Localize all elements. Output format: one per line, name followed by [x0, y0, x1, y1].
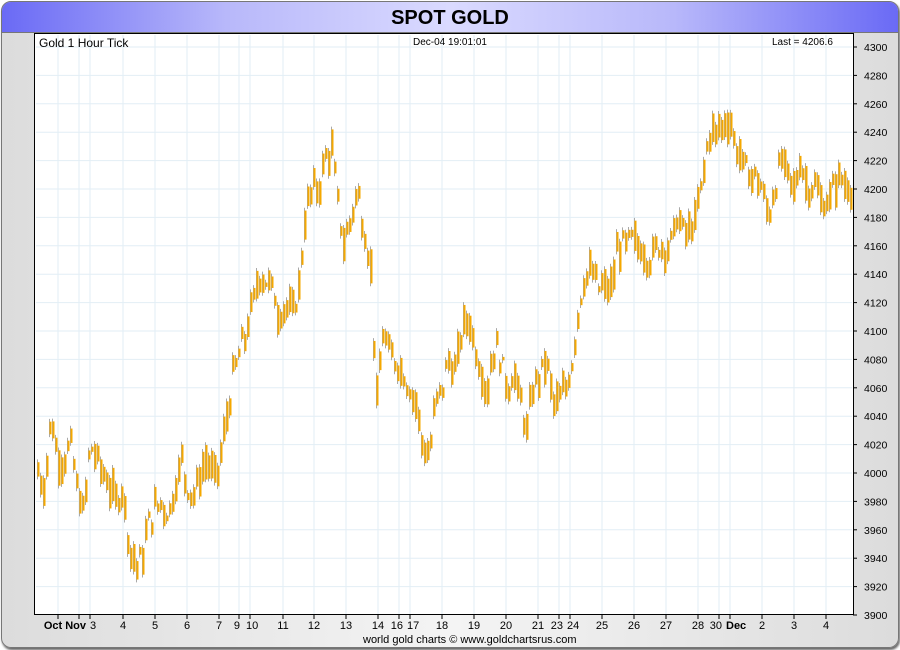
y-tick-label: 4240 — [864, 127, 888, 139]
y-tick-label: 3920 — [864, 582, 888, 594]
y-tick-label: 4140 — [864, 269, 888, 281]
x-tick-label: 21 — [532, 620, 544, 632]
y-tick-label: 4160 — [864, 241, 888, 253]
x-tick-label: 7 — [216, 620, 222, 632]
x-tick-label: 4 — [823, 620, 829, 632]
x-tick-label: Nov — [65, 620, 87, 632]
x-tick-label: 3 — [791, 620, 797, 632]
x-tick-label: 5 — [152, 620, 158, 632]
y-tick-label: 4180 — [864, 212, 888, 224]
x-tick-label: Oct — [44, 620, 63, 632]
y-tick-label: 3960 — [864, 525, 888, 537]
y-tick-label: 4020 — [864, 440, 888, 452]
x-tick-label: 4 — [120, 620, 126, 632]
y-tick-label: 4220 — [864, 156, 888, 168]
y-tick-label: 4300 — [864, 42, 888, 54]
y-tick-label: 3900 — [864, 610, 888, 622]
chart-title: SPOT GOLD — [2, 2, 898, 33]
x-tick-label: 23 — [551, 620, 563, 632]
x-tick-label: 11 — [277, 620, 288, 632]
x-tick-label: 12 — [308, 620, 320, 632]
x-tick-label: 10 — [246, 620, 258, 632]
y-tick-label: 4060 — [864, 383, 888, 395]
credit-text: world gold charts © www.goldchartsrus.co… — [363, 634, 577, 646]
x-tick-label: 9 — [234, 620, 240, 632]
x-tick-label: 19 — [468, 620, 480, 632]
timestamp: Dec-04 19:01:01 — [413, 37, 487, 48]
y-tick-label: 4280 — [864, 70, 888, 82]
y-tick-label: 4200 — [864, 184, 888, 196]
x-tick-label: 27 — [660, 620, 672, 632]
x-tick-label: 28 — [692, 620, 704, 632]
x-tick-label: 14 — [372, 620, 384, 632]
y-tick-label: 4260 — [864, 99, 888, 111]
x-tick-label: 3 — [90, 620, 96, 632]
x-tick-label: 24 — [567, 620, 579, 632]
series-label: Gold 1 Hour Tick — [39, 36, 129, 50]
y-tick-label: 4100 — [864, 326, 888, 338]
x-tick-label: 18 — [436, 620, 448, 632]
y-tick-label: 3980 — [864, 496, 888, 508]
x-tick-label: 25 — [596, 620, 608, 632]
x-tick-label: 26 — [628, 620, 640, 632]
x-tick-label: 6 — [184, 620, 190, 632]
x-tick-label: 17 — [407, 620, 419, 632]
x-tick-label: 13 — [340, 620, 352, 632]
last-price: Last = 4206.6 — [772, 37, 833, 48]
x-tick-label: 2 — [759, 620, 765, 632]
x-tick-label: 20 — [500, 620, 512, 632]
y-tick-label: 4000 — [864, 468, 888, 480]
y-tick-label: 3940 — [864, 553, 888, 565]
x-tick-label: Dec — [726, 620, 746, 632]
x-tick-label: 16 — [391, 620, 403, 632]
y-tick-label: 4040 — [864, 411, 888, 423]
y-tick-label: 4120 — [864, 298, 888, 310]
y-tick-label: 4080 — [864, 354, 888, 366]
x-tick-label: 30 — [710, 620, 722, 632]
